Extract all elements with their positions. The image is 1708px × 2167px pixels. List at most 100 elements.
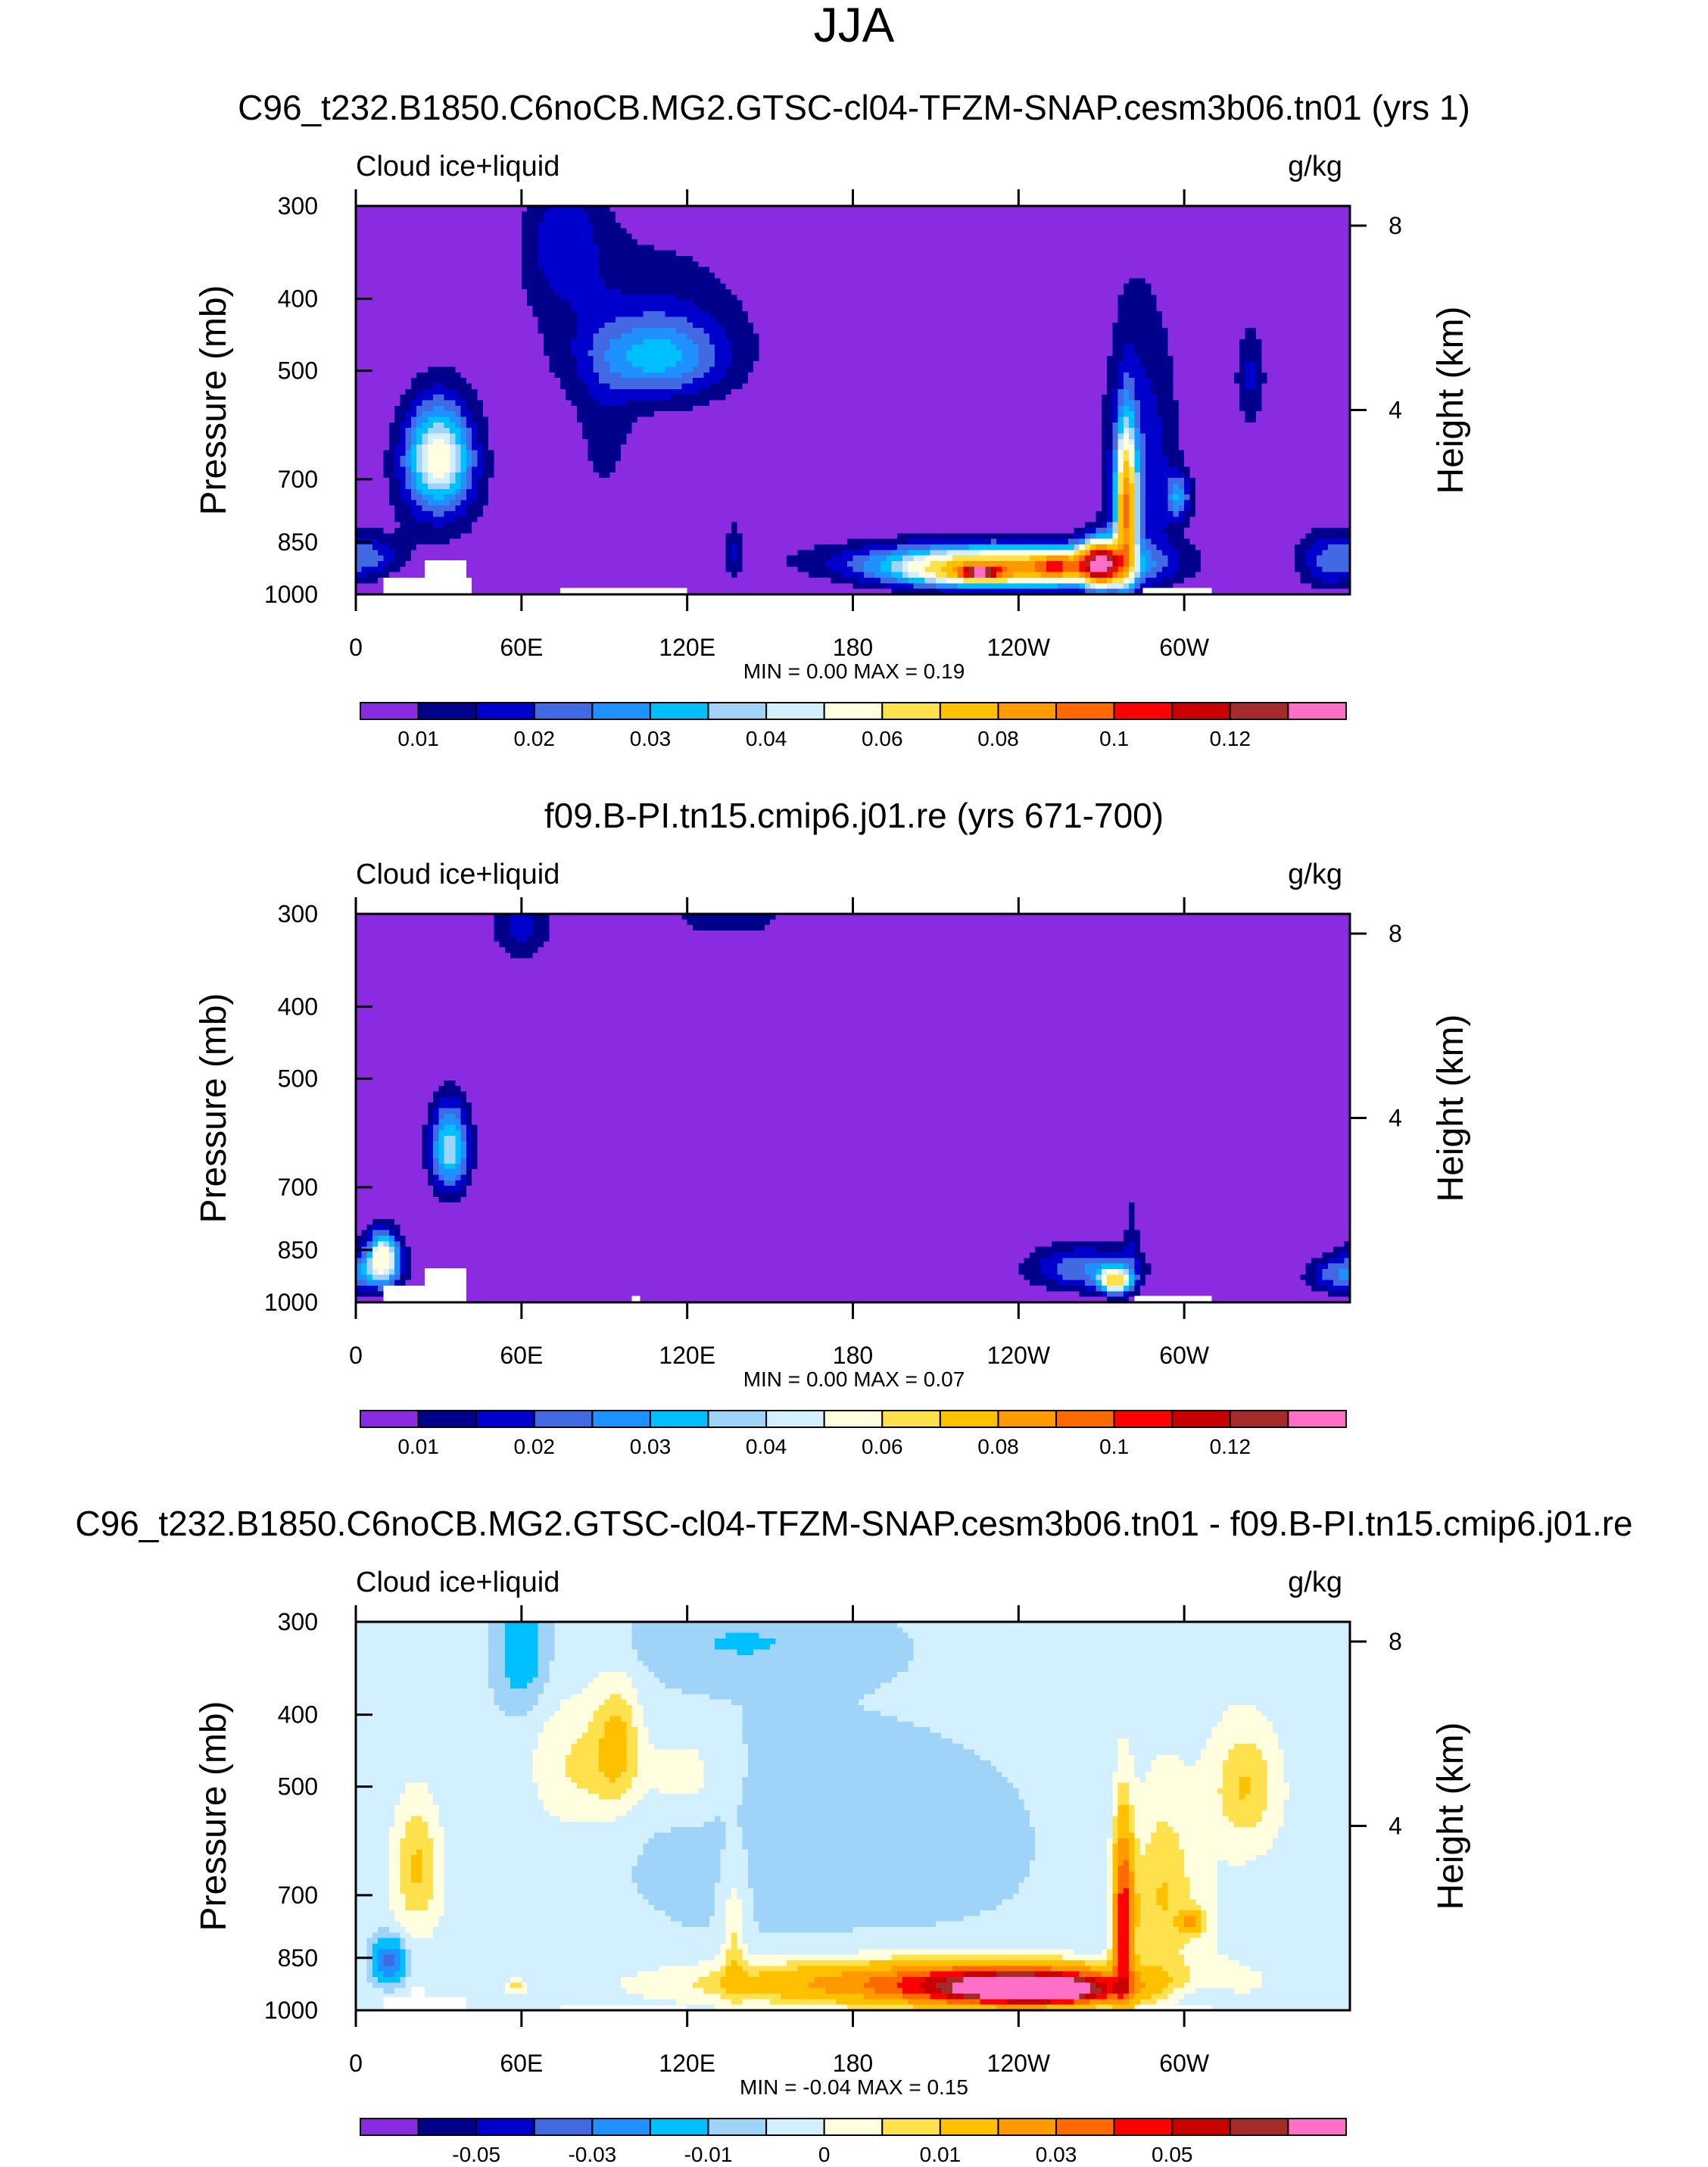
x-tick-label: 120E [659, 2050, 715, 2077]
colorbar-label: 0.03 [630, 1435, 672, 1458]
colorbar-label: -0.01 [684, 2143, 733, 2166]
panel-title: f09.B-PI.tn15.cmip6.j01.re (yrs 671-700) [544, 796, 1164, 835]
colorbar-label: 0.01 [920, 2143, 962, 2166]
units-label: g/kg [1288, 859, 1342, 890]
colorbar-swatch [881, 1410, 941, 1428]
colorbar-label: 0.02 [514, 727, 556, 750]
y-tick-label: 700 [278, 466, 318, 493]
colorbar-swatch [997, 702, 1058, 720]
colorbar-swatch [1113, 2118, 1173, 2136]
colorbar-swatch [360, 2118, 419, 2136]
y-tick-label: 1000 [264, 1289, 318, 1316]
contour-field [356, 914, 1351, 1303]
colorbar-swatch [360, 1410, 419, 1428]
colorbar-swatch [591, 1410, 651, 1428]
x-tick-label: 120W [987, 634, 1051, 661]
colorbar-swatch [1113, 702, 1173, 720]
x-tick-label: 180 [833, 2050, 873, 2077]
colorbar-swatch [765, 702, 825, 720]
x-tick-label: 60W [1159, 634, 1210, 661]
colorbar-label: 0.12 [1210, 727, 1251, 750]
colorbar-swatch [1229, 1410, 1289, 1428]
colorbar-swatch [1287, 1410, 1347, 1428]
colorbar-swatch [360, 702, 419, 720]
x-tick-label: 60E [500, 634, 543, 661]
missing-data-region [1134, 2005, 1212, 2010]
y-tick-label: 1000 [264, 581, 318, 608]
colorbar-label: 0 [818, 2143, 831, 2166]
colorbar-label: 0.06 [862, 727, 903, 750]
y2-tick-label: 8 [1389, 920, 1402, 947]
y-tick-label: 300 [278, 1608, 318, 1635]
colorbar-swatch [417, 702, 478, 720]
colorbar-swatch [1171, 2118, 1231, 2136]
colorbar-label: 0.04 [746, 1435, 787, 1458]
min-max-stats: MIN = 0.00 MAX = 0.07 [743, 1367, 965, 1391]
colorbar-swatch [1171, 1410, 1231, 1428]
missing-data-region [559, 588, 687, 594]
missing-data-region [1142, 588, 1212, 594]
variable-label: Cloud ice+liquid [356, 859, 559, 890]
y-tick-label: 850 [278, 1236, 318, 1264]
colorbar-swatch [939, 2118, 999, 2136]
colorbar-swatch [649, 702, 709, 720]
chart-panel-3: C96_t232.B1850.C6noCB.MG2.GTSC-cl04-TFZM… [75, 1504, 1632, 2166]
colorbar-swatch [475, 1410, 535, 1428]
x-tick-label: 120E [659, 1342, 715, 1369]
y2-tick-label: 8 [1389, 1628, 1402, 1655]
y2-axis-title: Height (km) [1431, 1722, 1471, 1910]
y2-tick-label: 8 [1389, 212, 1402, 239]
missing-data-region [631, 1296, 640, 1302]
y-axis-title: Pressure (mb) [194, 1701, 234, 1931]
y-tick-label: 700 [278, 1174, 318, 1201]
contour-field [356, 206, 1351, 595]
colorbar-swatch [533, 702, 594, 720]
y-tick-label: 500 [278, 357, 318, 385]
y-axis-title: Pressure (mb) [194, 285, 234, 515]
colorbar-label: 0.06 [862, 1435, 903, 1458]
colorbar-swatch [1055, 2118, 1115, 2136]
y-axis-title: Pressure (mb) [194, 993, 234, 1223]
contour-field [356, 1622, 1351, 2011]
colorbar-label: 0.04 [746, 727, 787, 750]
min-max-stats: MIN = -0.04 MAX = 0.15 [740, 2075, 968, 2099]
colorbar: 0.01 0.02 0.03 0.04 0.06 0.08 0.1 0.12 [360, 1410, 1347, 1458]
x-tick-label: 60E [500, 1342, 543, 1369]
colorbar-swatch [649, 1410, 709, 1428]
colorbar-swatch [707, 2118, 768, 2136]
colorbar-swatch [823, 2118, 884, 2136]
colorbar-label: 0.02 [514, 1435, 556, 1458]
colorbar-label: 0.01 [397, 1435, 439, 1458]
colorbar-swatch [1171, 702, 1231, 720]
missing-data-region [1134, 1296, 1212, 1302]
y-tick-label: 400 [278, 1701, 318, 1729]
colorbar-swatch [997, 2118, 1058, 2136]
colorbar-label: 0.12 [1210, 1435, 1251, 1458]
x-tick-label: 180 [833, 1342, 873, 1369]
colorbar-swatch [1287, 702, 1347, 720]
colorbar-swatch [881, 702, 941, 720]
colorbar-swatch [417, 1410, 478, 1428]
missing-data-region [410, 1987, 425, 2010]
colorbar-label: 0.08 [977, 727, 1019, 750]
colorbar-swatch [939, 702, 999, 720]
colorbar-swatch [1229, 2118, 1289, 2136]
x-tick-label: 60W [1159, 2050, 1210, 2077]
x-tick-label: 60W [1159, 1342, 1210, 1369]
colorbar-swatch [1229, 702, 1289, 720]
colorbar-swatch [881, 2118, 941, 2136]
x-tick-label: 60E [500, 2050, 543, 2077]
y-tick-label: 400 [278, 993, 318, 1021]
colorbar-swatch [707, 702, 768, 720]
colorbar-swatch [475, 702, 535, 720]
panel-title: C96_t232.B1850.C6noCB.MG2.GTSC-cl04-TFZM… [75, 1504, 1632, 1543]
y-tick-label: 850 [278, 528, 318, 556]
y2-axis-title: Height (km) [1431, 1014, 1471, 1202]
colorbar-label: 0.03 [1036, 2143, 1077, 2166]
y2-tick-label: 4 [1389, 1105, 1402, 1132]
colorbar-label: 0.05 [1152, 2143, 1193, 2166]
colorbar-swatch [1113, 1410, 1173, 1428]
colorbar-swatch [533, 2118, 594, 2136]
colorbar-swatch [765, 2118, 825, 2136]
